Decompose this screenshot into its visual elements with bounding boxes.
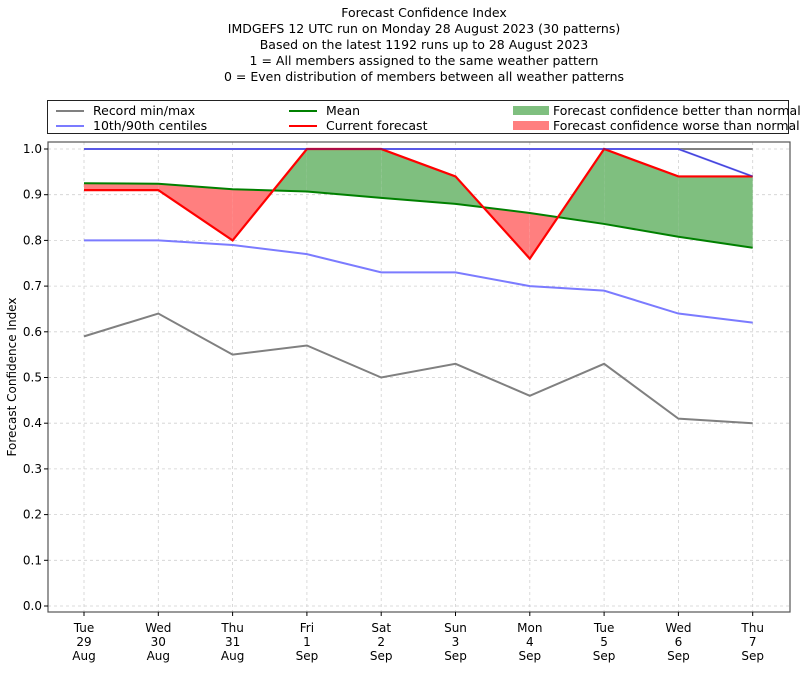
x-tick-label: 3 bbox=[452, 635, 460, 649]
legend-swatch-centiles bbox=[56, 124, 84, 127]
y-tick-label: 0.7 bbox=[23, 279, 42, 293]
x-tick-label: Aug bbox=[147, 649, 170, 663]
x-tick-label: Tue bbox=[593, 621, 615, 635]
x-tick-label: Mon bbox=[517, 621, 542, 635]
x-tick-label: 7 bbox=[749, 635, 757, 649]
chart-subtitle-one-meaning: 1 = All members assigned to the same wea… bbox=[249, 53, 599, 68]
x-tick-label: Thu bbox=[220, 621, 244, 635]
x-tick-label: 5 bbox=[600, 635, 608, 649]
fill-better-than-normal bbox=[604, 149, 679, 237]
chart-legend: Record min/max 10th/90th centiles Mean C… bbox=[47, 100, 800, 134]
x-tick-label: Sep bbox=[444, 649, 467, 663]
y-tick-label: 0.3 bbox=[23, 462, 42, 476]
legend-item-better: Forecast confidence better than normal bbox=[513, 103, 800, 118]
legend-item-worse: Forecast confidence worse than normal bbox=[513, 118, 800, 133]
legend-item-mean: Mean bbox=[289, 103, 360, 118]
legend-item-centiles: 10th/90th centiles bbox=[56, 118, 207, 133]
legend-swatch-better bbox=[513, 106, 549, 115]
x-tick-label: Thu bbox=[740, 621, 764, 635]
fill-worse-than-normal bbox=[84, 183, 159, 191]
x-tick-label: Aug bbox=[72, 649, 95, 663]
legend-label-better: Forecast confidence better than normal bbox=[553, 103, 800, 118]
y-axis-label: Forecast Confidence Index bbox=[5, 298, 19, 457]
legend-swatch-record bbox=[56, 109, 84, 112]
fill-better-than-normal bbox=[381, 149, 456, 204]
x-tick-label: Wed bbox=[665, 621, 691, 635]
current-forecast-line bbox=[84, 147, 753, 261]
y-tick-label: 0.8 bbox=[23, 233, 42, 247]
x-tick-label: Aug bbox=[221, 649, 244, 663]
fill-better-than-normal bbox=[306, 149, 382, 198]
x-tick-label: Sep bbox=[667, 649, 690, 663]
y-tick-label: 0.4 bbox=[23, 416, 42, 430]
x-tick-label: 30 bbox=[151, 635, 166, 649]
x-tick-label: Wed bbox=[145, 621, 171, 635]
y-tick-label: 1.0 bbox=[23, 142, 42, 156]
x-tick-label: 4 bbox=[526, 635, 534, 649]
y-tick-label: 0.6 bbox=[23, 325, 42, 339]
x-tick-label: 6 bbox=[675, 635, 683, 649]
chart-title-block: Forecast Confidence Index IMDGEFS 12 UTC… bbox=[0, 5, 800, 85]
legend-label-mean: Mean bbox=[326, 103, 361, 118]
mean-line bbox=[83, 182, 753, 249]
chart-subtitle-run: IMDGEFS 12 UTC run on Monday 28 August 2… bbox=[227, 21, 621, 36]
x-tick-label: Sep bbox=[518, 649, 541, 663]
record-min-line bbox=[83, 312, 753, 425]
legend-swatch-worse bbox=[513, 121, 549, 130]
x-tick-label: Sun bbox=[444, 621, 467, 635]
y-tick-label: 0.2 bbox=[23, 508, 42, 522]
legend-label-centiles: 10th/90th centiles bbox=[93, 118, 208, 133]
fill-worse-than-normal bbox=[158, 183, 233, 241]
x-tick-label: Tue bbox=[73, 621, 95, 635]
legend-label-record: Record min/max bbox=[93, 103, 196, 118]
y-tick-label: 0.5 bbox=[23, 371, 42, 385]
legend-swatch-mean bbox=[289, 109, 317, 112]
legend-swatch-current bbox=[289, 124, 317, 127]
x-tick-label: Fri bbox=[300, 621, 314, 635]
y-tick-label: 0.1 bbox=[23, 553, 42, 567]
x-tick-label: Sep bbox=[296, 649, 319, 663]
x-tick-label: Sep bbox=[593, 649, 616, 663]
y-tick-label: 0.0 bbox=[23, 599, 42, 613]
legend-item-record: Record min/max bbox=[56, 103, 195, 118]
legend-label-worse: Forecast confidence worse than normal bbox=[553, 118, 800, 133]
x-tick-label: 2 bbox=[377, 635, 385, 649]
x-tick-label: Sep bbox=[370, 649, 393, 663]
x-tick-label: 1 bbox=[303, 635, 311, 649]
y-tick-label: 0.9 bbox=[23, 188, 42, 202]
x-tick-label: Sat bbox=[371, 621, 391, 635]
legend-label-current: Current forecast bbox=[326, 118, 428, 133]
chart-title: Forecast Confidence Index bbox=[341, 5, 507, 20]
centile-10-line bbox=[84, 239, 753, 324]
x-tick-label: 29 bbox=[76, 635, 91, 649]
centile-90-overlay-line bbox=[84, 148, 753, 177]
x-tick-label: 31 bbox=[225, 635, 240, 649]
chart-subtitle-zero-meaning: 0 = Even distribution of members between… bbox=[223, 69, 625, 84]
x-tick-label: Sep bbox=[741, 649, 764, 663]
fill-better-than-normal bbox=[678, 176, 753, 248]
legend-item-current: Current forecast bbox=[289, 118, 427, 133]
chart-subtitle-based-on: Based on the latest 1192 runs up to 28 A… bbox=[259, 37, 589, 52]
